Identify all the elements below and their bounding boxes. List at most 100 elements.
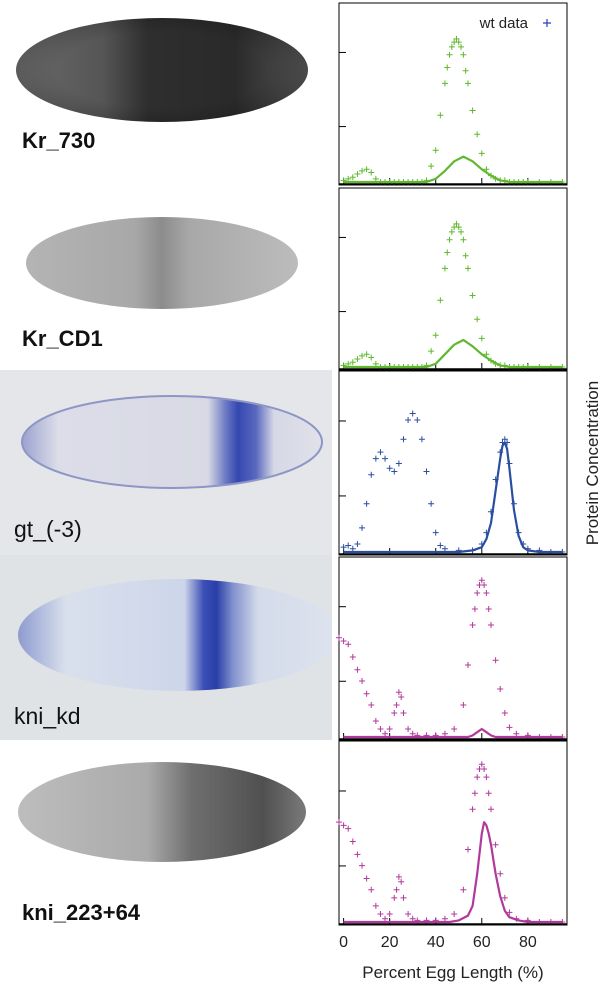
data-point: [354, 171, 361, 178]
data-point: [359, 524, 366, 531]
data-point: [474, 131, 481, 138]
data-point: [437, 297, 444, 304]
data-point: [478, 150, 485, 157]
data-point: [506, 909, 513, 916]
embryo-image: [21, 395, 323, 489]
data-point: [377, 449, 384, 456]
data-point: [400, 894, 407, 901]
legend-label: wt data: [479, 15, 529, 32]
data-point: [398, 694, 405, 700]
data-point: [409, 730, 416, 737]
data-point: [391, 710, 398, 716]
data-point: [441, 80, 448, 87]
data-point: [453, 220, 460, 227]
data-point: [398, 878, 405, 885]
data-point: [428, 163, 435, 170]
data-point: [349, 359, 356, 366]
plot-frame: [338, 370, 568, 556]
data-point: [446, 51, 453, 58]
data-point: [418, 436, 425, 443]
data-point: [469, 292, 476, 299]
data-point: [386, 465, 393, 472]
data-point: [497, 686, 504, 692]
data-point: [464, 846, 471, 853]
data-point: [441, 545, 448, 552]
model-line: [343, 441, 563, 554]
data-point: [460, 702, 467, 708]
x-axis-label: Percent Egg Length (%): [362, 963, 543, 982]
data-point: [345, 360, 352, 367]
data-point: [349, 174, 356, 181]
embryo-image: [18, 579, 332, 691]
embryo-photo-panel: kni_223+64: [0, 740, 332, 940]
data-point: [372, 718, 379, 724]
data-point: [354, 851, 361, 858]
data-point: [469, 107, 476, 114]
plot-frame: [338, 556, 568, 741]
data-point: [368, 886, 375, 893]
data-point: [483, 590, 490, 596]
data-point: [382, 730, 389, 737]
data-point: [481, 766, 488, 773]
model-line: [343, 155, 563, 184]
data-point: [377, 910, 384, 917]
construct-label: gt_(-3): [14, 516, 82, 542]
data-point: [441, 730, 448, 737]
data-point: [340, 544, 347, 551]
data-point: [382, 455, 389, 462]
data-point: [485, 790, 492, 797]
data-point: [444, 64, 451, 71]
data-point: [432, 529, 439, 536]
data-point: [377, 726, 384, 732]
data-point: [354, 540, 361, 547]
data-point: [363, 351, 370, 358]
plot-frame: [338, 740, 568, 926]
data-point: [391, 894, 398, 901]
data-point: [471, 606, 478, 612]
data-point: [437, 542, 444, 549]
embryo-image: [26, 217, 298, 309]
data-point: [354, 356, 361, 363]
data-point: [464, 265, 471, 272]
data-point: [405, 416, 412, 423]
data-point: [363, 690, 370, 697]
data-point: [460, 236, 467, 243]
data-point: [455, 39, 462, 46]
data-point: [349, 838, 356, 845]
data-point: [488, 622, 494, 628]
data-point: [458, 228, 465, 235]
data-point: [409, 915, 416, 922]
data-point: [474, 316, 481, 323]
data-point: [458, 43, 465, 50]
data-point: [391, 468, 398, 475]
embryo-photo-panel: Kr_730: [0, 0, 332, 185]
x-tick-label: 60: [473, 934, 491, 951]
data-point: [444, 249, 451, 256]
model-line: [343, 338, 563, 369]
data-point: [501, 894, 508, 901]
data-point: [481, 582, 488, 588]
data-point: [492, 841, 499, 848]
data-point: [363, 166, 370, 173]
data-point: [478, 335, 485, 342]
data-point: [488, 806, 494, 813]
data-point: [354, 666, 361, 673]
x-tick-label: 20: [381, 934, 399, 951]
data-point: [478, 761, 485, 768]
data-point: [395, 689, 402, 696]
data-point: [428, 348, 435, 355]
embryo-image: [18, 762, 306, 862]
data-point: [336, 634, 342, 641]
data-point: [405, 726, 412, 732]
data-point: [363, 875, 370, 882]
data-point: [455, 224, 462, 231]
data-point: [432, 147, 439, 154]
data-point: [460, 51, 467, 58]
data-point: [372, 455, 379, 462]
data-point: [441, 265, 448, 272]
data-point: [448, 43, 455, 50]
data-point: [359, 352, 366, 359]
data-point: [423, 468, 430, 475]
data-point: [400, 710, 407, 716]
